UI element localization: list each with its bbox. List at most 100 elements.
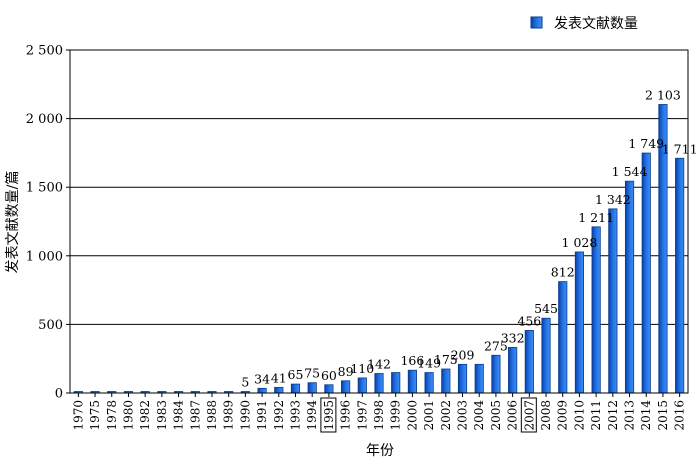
data-label: 149 xyxy=(417,356,441,371)
data-label: 75 xyxy=(304,366,320,381)
highlight-box xyxy=(520,397,537,433)
x-tick-label: 1980 xyxy=(121,400,135,431)
bar xyxy=(290,383,301,394)
y-axis-title: 发表文献数量/篇 xyxy=(5,171,21,274)
data-label: 175 xyxy=(434,352,458,367)
x-axis: 1970 1975 1978 1980 1982 1983 1984 1987 1988 1989… xyxy=(71,393,687,433)
data-label: 110 xyxy=(350,361,374,376)
bar xyxy=(257,387,267,394)
x-tick-label: 2012 xyxy=(606,400,620,431)
data-label: 142 xyxy=(367,357,391,372)
bar xyxy=(574,251,585,394)
x-tick-label: 1997 xyxy=(355,400,369,431)
data-label: 209 xyxy=(451,347,475,362)
data-label: 34 xyxy=(254,371,270,386)
x-tick-label: 2009 xyxy=(556,400,570,431)
bars xyxy=(73,104,685,394)
bar xyxy=(591,226,601,394)
data-label: 89 xyxy=(338,364,354,379)
x-tick-label: 1984 xyxy=(172,400,186,431)
y-tick-label: 1 000 xyxy=(26,249,63,264)
bar xyxy=(491,354,501,394)
bar xyxy=(624,180,635,394)
data-label: 166 xyxy=(400,353,424,368)
data-label: 1 342 xyxy=(595,192,631,207)
x-tick-label: 2006 xyxy=(506,400,520,431)
bar xyxy=(541,317,551,394)
bar xyxy=(307,382,317,394)
data-label: 812 xyxy=(551,265,575,280)
data-label: 332 xyxy=(501,330,525,345)
legend-swatch xyxy=(530,16,543,29)
x-tick-label: 1970 xyxy=(71,400,85,431)
y-tick-label: 2 500 xyxy=(26,44,63,59)
data-label: 1 028 xyxy=(562,235,598,250)
data-label: 5 xyxy=(241,375,249,390)
x-tick-label: 2014 xyxy=(639,400,653,431)
x-tick-label: 2015 xyxy=(656,400,670,431)
data-label: 456 xyxy=(517,313,541,328)
plot-area-frame xyxy=(69,49,689,394)
bar xyxy=(558,281,568,394)
data-label: 275 xyxy=(484,338,508,353)
data-label: 2 103 xyxy=(645,87,681,102)
bar xyxy=(357,377,367,394)
bar xyxy=(391,372,401,394)
legend-label: 发表文献数量 xyxy=(554,16,638,32)
x-tick-label: 2007 xyxy=(522,400,536,431)
x-tick-label: 1975 xyxy=(88,400,102,431)
x-tick-label: 1987 xyxy=(188,400,202,431)
x-tick-label: 1988 xyxy=(205,400,219,431)
x-tick-label: 2001 xyxy=(422,400,436,431)
x-tick-label: 2011 xyxy=(589,400,603,431)
x-tick-label: 2010 xyxy=(572,400,586,431)
x-tick-label: 1993 xyxy=(288,400,302,431)
bar xyxy=(608,208,618,394)
x-tick-label: 1996 xyxy=(339,400,353,431)
bar xyxy=(407,369,417,394)
x-tick-label: 1992 xyxy=(272,400,286,431)
bar xyxy=(524,330,534,394)
data-label: 1 749 xyxy=(628,136,664,151)
x-tick-label: 2003 xyxy=(456,400,470,431)
bar xyxy=(508,347,518,394)
x-tick-label: 1998 xyxy=(372,400,386,431)
bar xyxy=(374,373,384,394)
y-axis: 0 500 1 000 1 500 2 000 2 500 xyxy=(26,44,70,402)
data-label: 545 xyxy=(534,301,558,316)
x-tick-label: 1994 xyxy=(305,400,319,431)
x-tick-label: 2000 xyxy=(405,400,419,431)
x-tick-label: 1999 xyxy=(389,400,403,431)
data-label: 1 544 xyxy=(612,164,648,179)
y-tick-label: 500 xyxy=(38,318,63,333)
data-label: 65 xyxy=(288,367,304,382)
data-label: 41 xyxy=(271,370,287,385)
y-tick-label: 1 500 xyxy=(26,181,63,196)
bar xyxy=(424,372,434,394)
highlight-box xyxy=(320,397,337,433)
x-tick-label: 2008 xyxy=(539,400,553,431)
x-tick-label: 2002 xyxy=(439,400,453,431)
y-tick-label: 0 xyxy=(55,387,63,402)
x-tick-label: 1982 xyxy=(138,400,152,431)
bar xyxy=(474,363,484,394)
bar xyxy=(274,386,284,394)
bar xyxy=(341,380,351,394)
bar xyxy=(441,368,451,394)
x-tick-label: 1989 xyxy=(222,400,236,431)
data-label: 1 711 xyxy=(662,141,698,156)
data-label: 60 xyxy=(321,368,337,383)
bar xyxy=(457,363,468,394)
bar xyxy=(641,152,651,394)
x-axis-title: 年份 xyxy=(366,443,394,459)
x-tick-label: 2016 xyxy=(673,400,687,431)
x-tick-label: 1983 xyxy=(155,400,169,431)
x-tick-label: 1978 xyxy=(105,400,119,431)
legend: 发表文献数量 xyxy=(530,16,638,32)
bar xyxy=(324,384,334,394)
gridlines xyxy=(70,118,688,325)
y-tick-label: 2 000 xyxy=(26,112,63,127)
x-tick-label: 1990 xyxy=(238,400,252,431)
